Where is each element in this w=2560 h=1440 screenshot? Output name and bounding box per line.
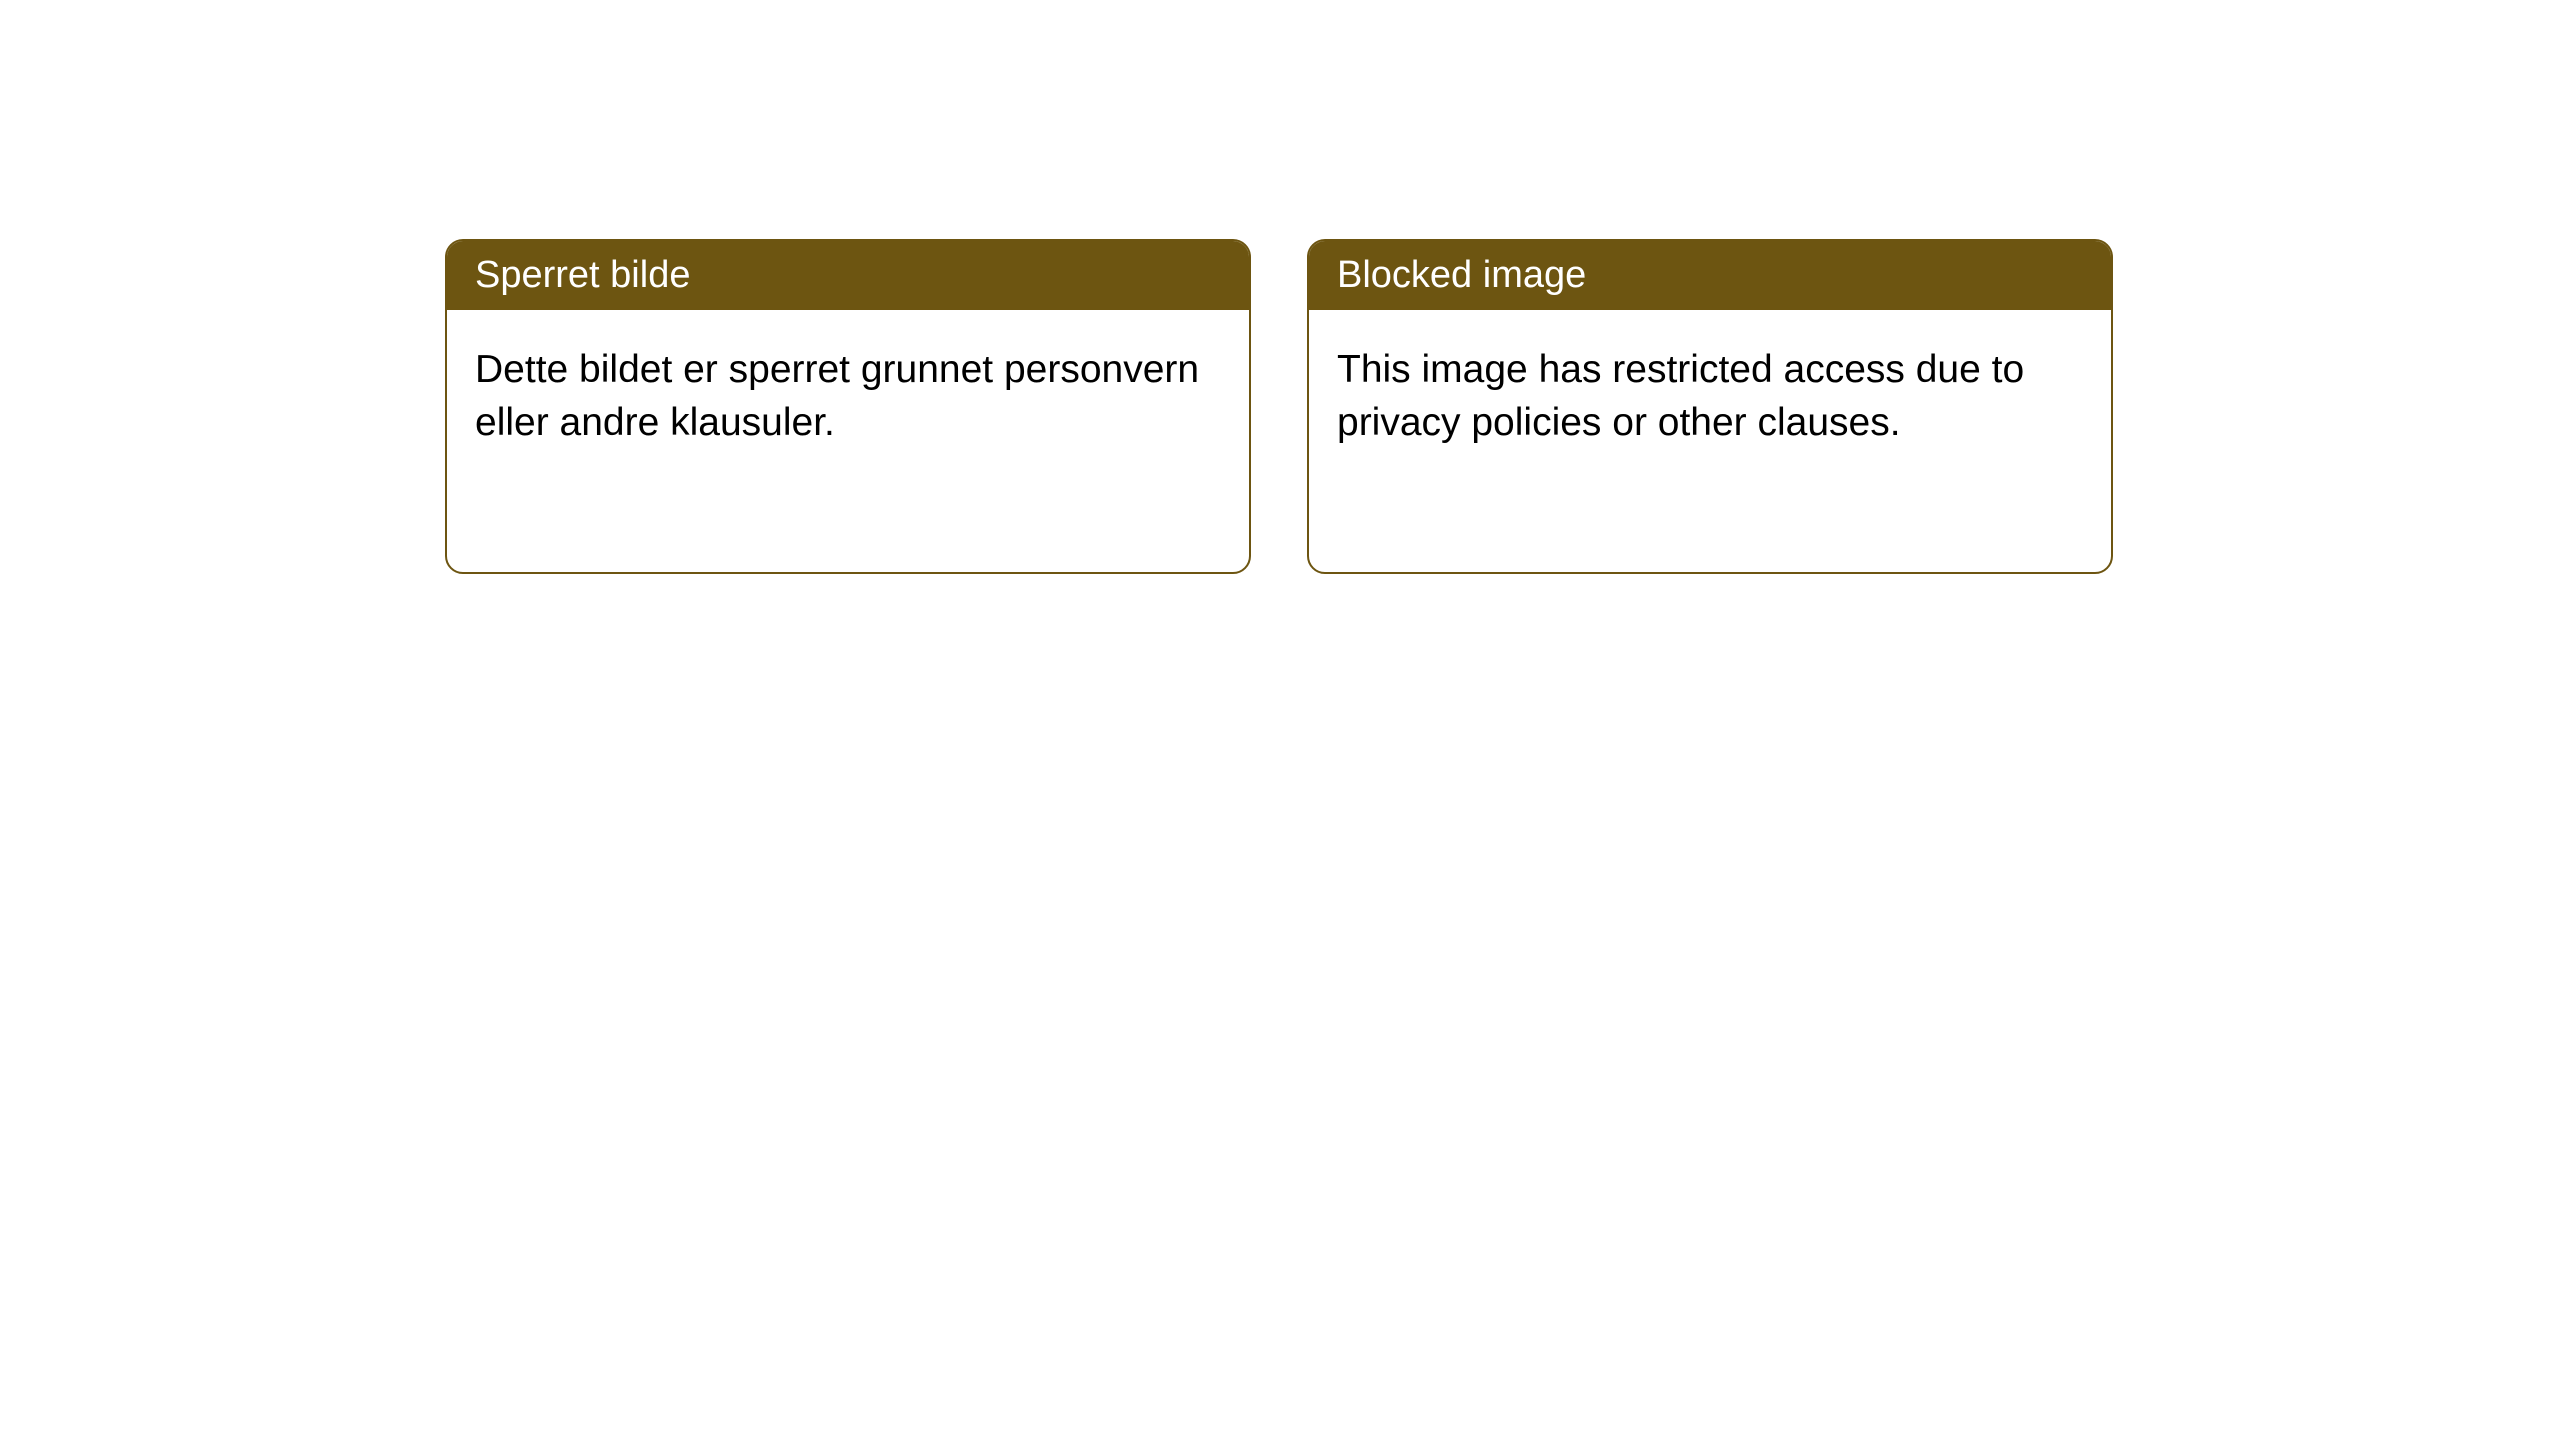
notice-text-no: Dette bildet er sperret grunnet personve… [475,348,1199,444]
notice-header-en: Blocked image [1309,241,2111,310]
notice-text-en: This image has restricted access due to … [1337,348,2024,444]
notice-container: Sperret bilde Dette bildet er sperret gr… [445,239,2113,574]
notice-title-no: Sperret bilde [475,254,690,296]
notice-body-no: Dette bildet er sperret grunnet personve… [447,310,1249,483]
notice-body-en: This image has restricted access due to … [1309,310,2111,483]
notice-card-en: Blocked image This image has restricted … [1307,239,2113,574]
notice-header-no: Sperret bilde [447,241,1249,310]
notice-title-en: Blocked image [1337,254,1586,296]
notice-card-no: Sperret bilde Dette bildet er sperret gr… [445,239,1251,574]
